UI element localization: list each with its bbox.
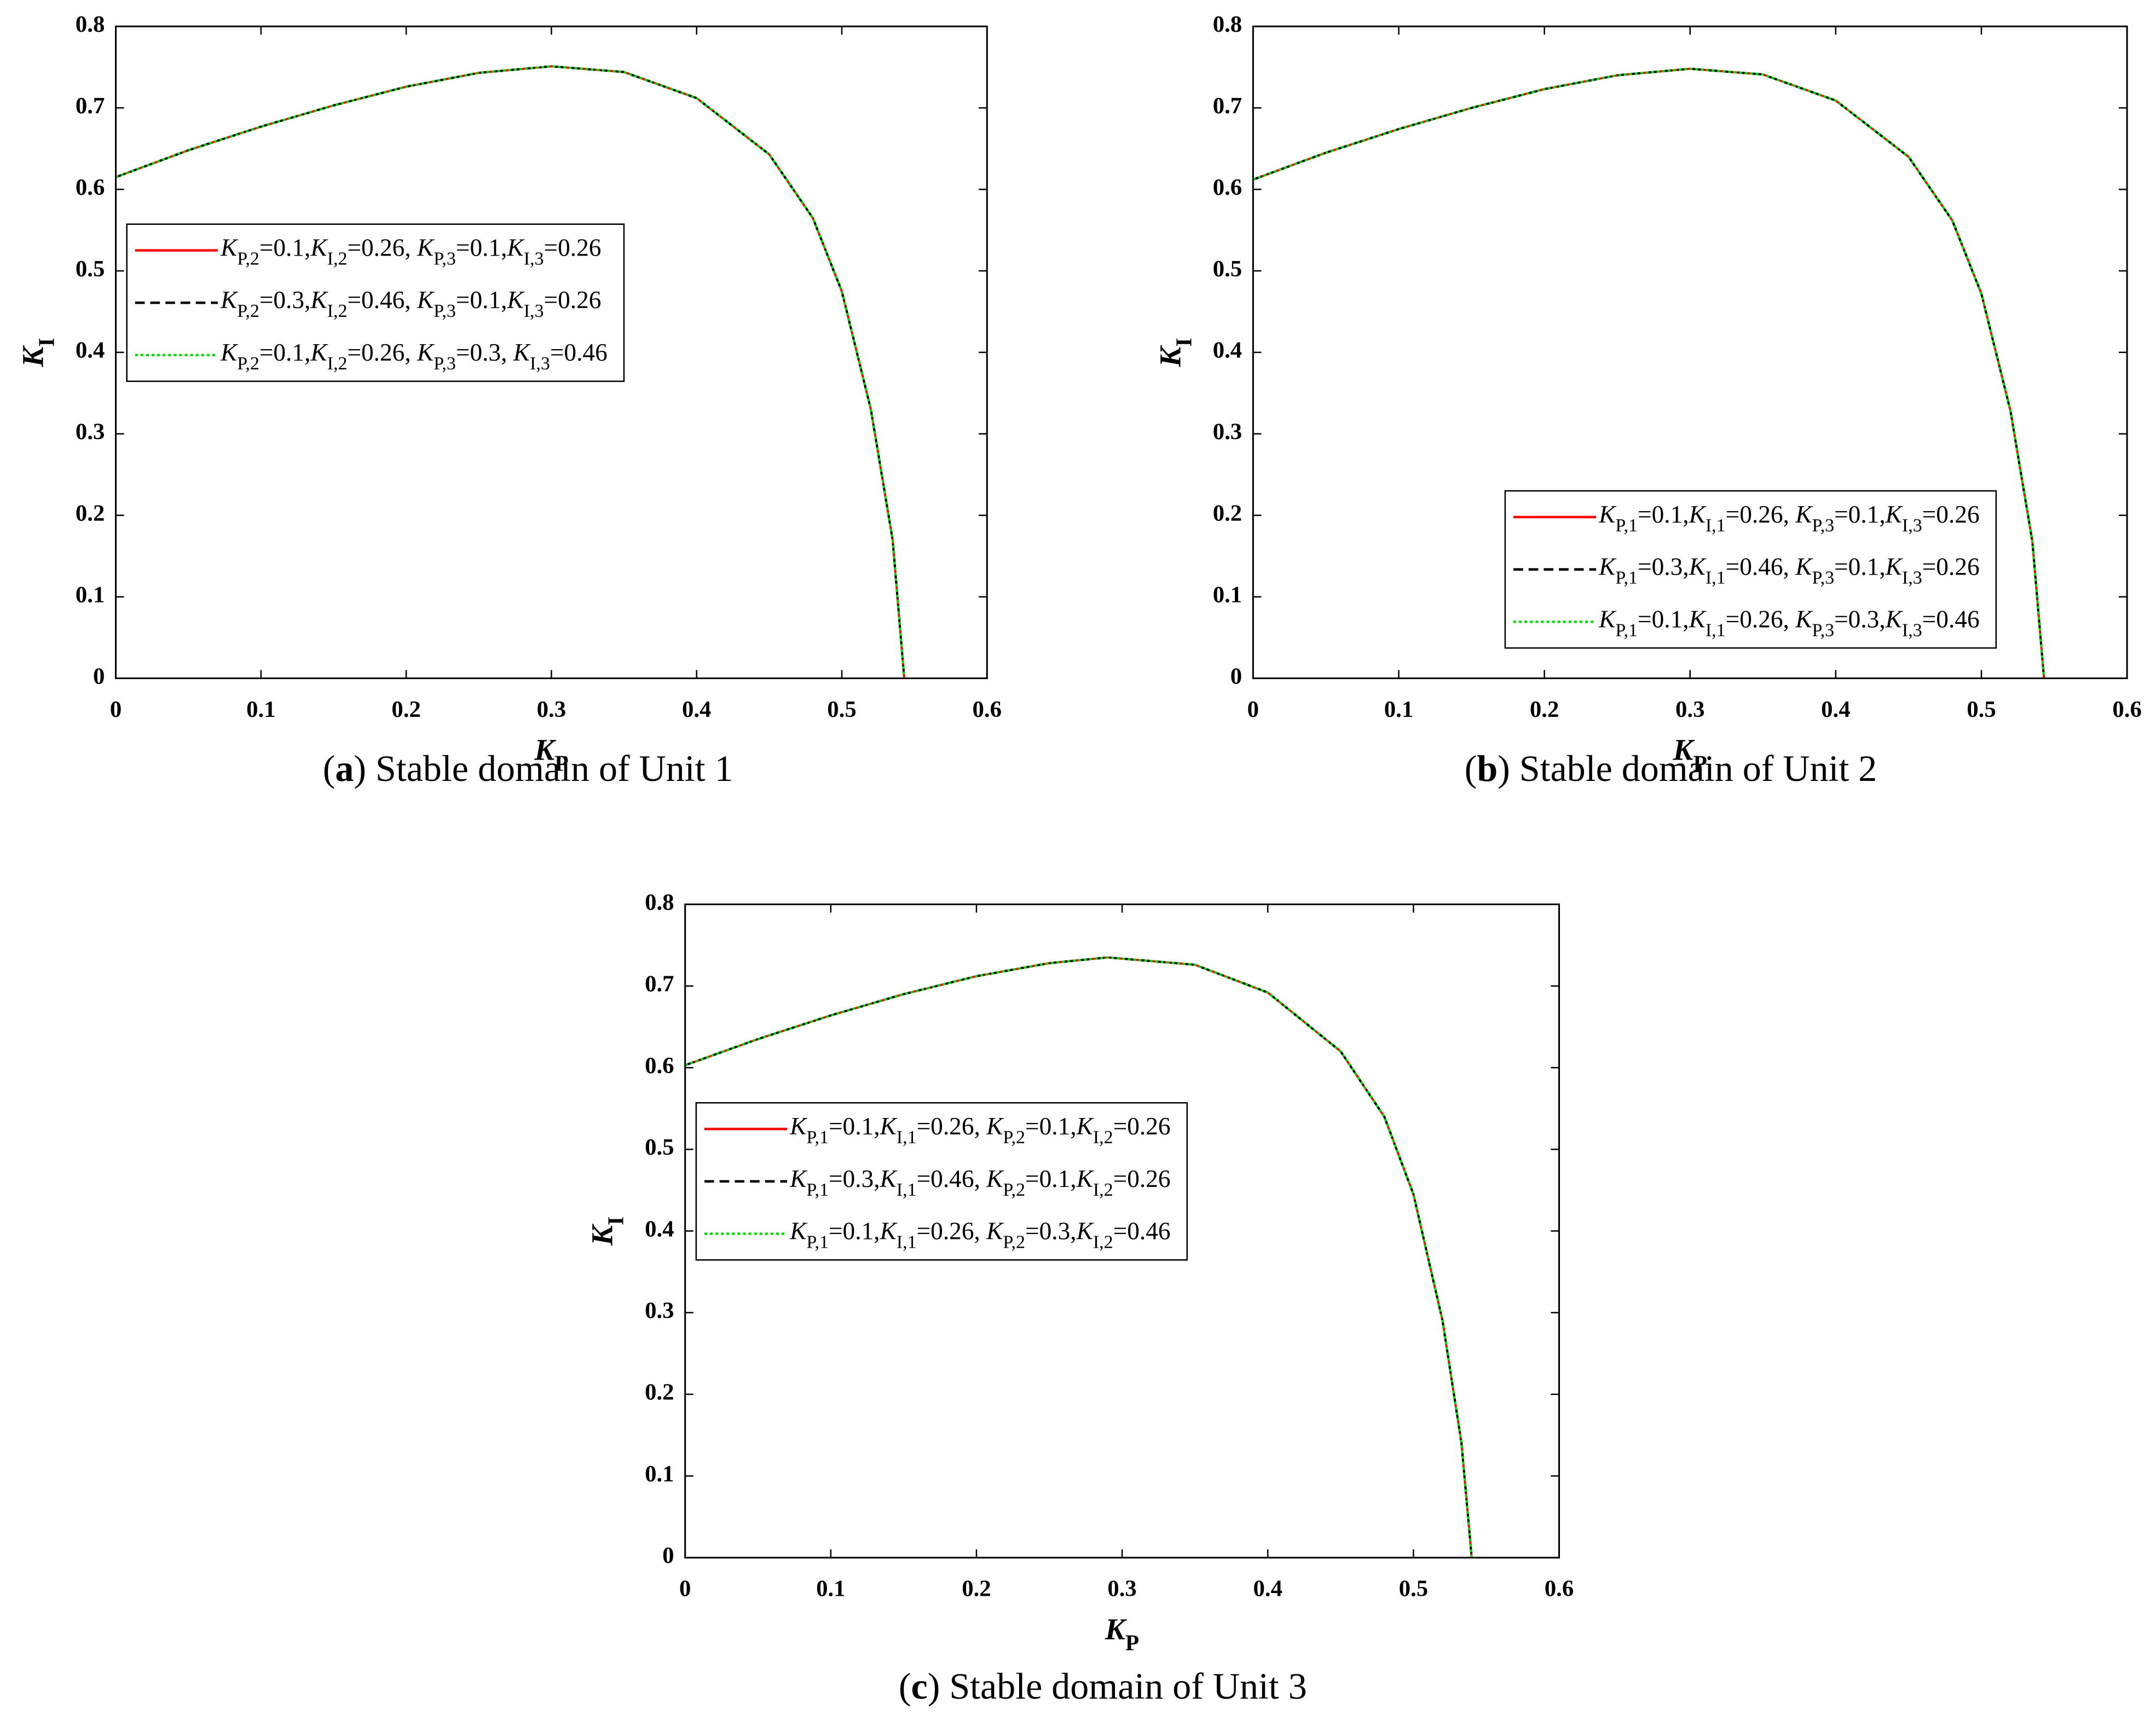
y-tick-label: 0.3 (76, 419, 105, 445)
x-tick-label: 0.3 (1107, 1576, 1137, 1602)
y-tick-label: 0.1 (76, 582, 105, 607)
series-line (115, 65, 906, 679)
y-tick-label: 0.6 (645, 1053, 674, 1079)
x-tick-label: 0.6 (2112, 697, 2142, 722)
y-tick-label: 0.7 (76, 93, 105, 119)
y-axis-label: KI (16, 338, 59, 367)
x-tick-label: 0.2 (962, 1576, 991, 1602)
plot-frame (115, 25, 988, 680)
y-tick-label: 0.1 (1213, 582, 1242, 607)
legend-label: KP,1=0.3,KI,1=0.46, KP,2=0.1,KI,2=0.26 (789, 1165, 1170, 1200)
plot-frame (1252, 25, 2128, 680)
legend: KP,1=0.1,KI,1=0.26, KP,2=0.1,KI,2=0.26 KP… (695, 1102, 1188, 1261)
x-tick-label: 0.4 (1821, 697, 1851, 722)
y-tick-label: 0 (93, 663, 105, 689)
legend: KP,2=0.1,KI,2=0.26, KP,3=0.1,KI,3=0.26 KP… (126, 223, 625, 383)
x-tick-label: 0.6 (973, 697, 1002, 722)
x-axis-label: KP (1105, 1612, 1139, 1655)
x-tick-label: 0 (679, 1576, 691, 1602)
y-tick-label: 0.2 (1213, 501, 1242, 526)
y-tick-label: 0.5 (645, 1134, 674, 1160)
y-tick-label: 0.6 (76, 175, 105, 200)
x-tick-label: 0.5 (827, 697, 856, 722)
x-tick-label: 0.5 (1399, 1576, 1429, 1602)
x-tick-label: 0 (110, 697, 122, 722)
caption: (a) Stable domain of Unit 1 (323, 747, 733, 789)
y-tick-label: 0.8 (76, 11, 105, 37)
legend-label: KP,1=0.1,KI,1=0.26, KP,3=0.3,KI,3=0.46 (1598, 606, 1979, 641)
x-tick-label: 0.5 (1967, 697, 1996, 722)
x-tick-label: 0.6 (1545, 1576, 1574, 1602)
x-tick-label: 0 (1247, 697, 1259, 722)
y-tick-label: 0.3 (645, 1298, 674, 1324)
series-line (1252, 67, 2045, 679)
y-tick-label: 0.2 (645, 1380, 674, 1405)
y-tick-label: 0.4 (645, 1216, 674, 1242)
x-tick-label: 0.4 (1253, 1576, 1282, 1602)
legend-label: KP,1=0.1,KI,1=0.26, KP,2=0.3,KI,2=0.46 (789, 1218, 1170, 1253)
y-tick-label: 0.5 (76, 256, 105, 282)
y-tick-label: 0.1 (645, 1461, 674, 1487)
y-tick-label: 0.8 (645, 889, 674, 915)
x-tick-label: 0.1 (246, 697, 276, 722)
series-line (685, 956, 1473, 1558)
y-tick-label: 0.4 (1213, 338, 1242, 363)
legend-label: KP,2=0.3,KI,2=0.46, KP,3=0.1,KI,3=0.26 (220, 287, 601, 322)
chart: 0 0.1 0.2 0.3 0.4 0.5 0.6 0 0.1 0.2 0.3 0.4 0.5 0.6 0.… (1153, 11, 2142, 789)
legend-label: KP,1=0.1,KI,1=0.26, KP,2=0.1,KI,2=0.26 (789, 1113, 1170, 1148)
y-tick-label: 0.3 (1213, 419, 1242, 445)
y-tick-label: 0.7 (1213, 93, 1242, 119)
caption: (c) Stable domain of Unit 3 (899, 1665, 1307, 1707)
legend-label: KP,2=0.1,KI,2=0.26, KP,3=0.1,KI,3=0.26 (220, 234, 601, 269)
y-tick-label: 0.8 (1213, 11, 1242, 37)
y-tick-label: 0.7 (645, 971, 674, 997)
y-tick-label: 0.2 (76, 501, 105, 526)
x-tick-label: 0.2 (1530, 697, 1559, 722)
x-tick-label: 0.3 (537, 697, 567, 722)
x-tick-label: 0.1 (816, 1576, 845, 1602)
x-tick-label: 0.4 (682, 697, 712, 722)
y-tick-label: 0.4 (76, 338, 105, 363)
y-axis-label: KI (585, 1217, 628, 1246)
y-tick-label: 0 (662, 1543, 674, 1568)
x-tick-label: 0.1 (1384, 697, 1414, 722)
y-tick-label: 0 (1230, 663, 1242, 689)
y-axis-label: KI (1153, 338, 1196, 367)
legend-label: KP,2=0.1,KI,2=0.26, KP,3=0.3, KI,3=0.46 (220, 339, 608, 374)
caption: (b) Stable domain of Unit 2 (1465, 747, 1877, 789)
x-tick-label: 0.3 (1675, 697, 1705, 722)
legend-label: KP,1=0.1,KI,1=0.26, KP,3=0.1,KI,3=0.26 (1598, 501, 1979, 536)
x-axis-label: KP (1673, 733, 1707, 775)
chart: 0 0.1 0.2 0.3 0.4 0.5 0.6 0 0.1 0.2 0.3 0.4 0.5 0.6 0.… (16, 11, 1002, 789)
y-tick-label: 0.5 (1213, 256, 1242, 282)
plot-frame (684, 903, 1560, 1559)
legend: KP,1=0.1,KI,1=0.26, KP,3=0.1,KI,3=0.26 KP… (1504, 490, 1997, 649)
x-axis-label: KP (534, 733, 568, 775)
y-tick-label: 0.6 (1213, 175, 1242, 200)
x-tick-label: 0.2 (391, 697, 421, 722)
series-line (1252, 67, 2045, 679)
legend-label: KP,1=0.3,KI,1=0.46, KP,3=0.1,KI,3=0.26 (1598, 553, 1979, 588)
chart: 0 0.1 0.2 0.3 0.4 0.5 0.6 0 0.1 0.2 0.3 0.4 0.5 0.6 0.… (585, 889, 1574, 1706)
